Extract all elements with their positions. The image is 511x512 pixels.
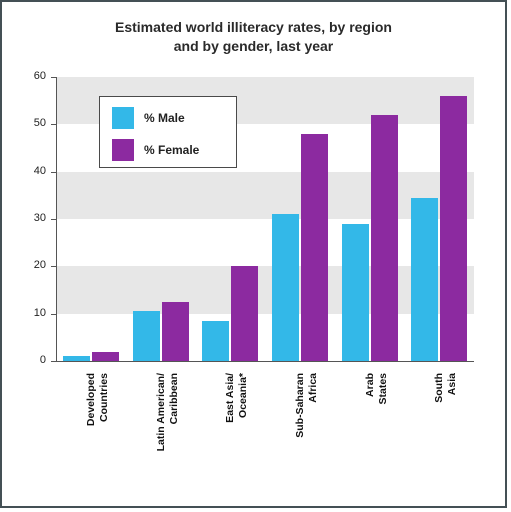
y-tick-label: 10 — [16, 307, 46, 319]
bar-female — [371, 115, 398, 361]
bar-female — [92, 352, 119, 361]
x-tick-label: Latin American/ Caribbean — [155, 373, 181, 493]
legend-item: % Female — [112, 139, 224, 161]
y-tick-label: 0 — [16, 354, 46, 366]
x-axis — [56, 361, 474, 362]
bar-female — [231, 266, 258, 361]
y-tick-label: 60 — [16, 70, 46, 82]
legend-label: % Female — [144, 143, 199, 157]
bar-male — [342, 224, 369, 361]
y-tick-label: 40 — [16, 165, 46, 177]
chart-frame: Estimated world illiteracy rates, by reg… — [0, 0, 507, 508]
y-tick — [51, 77, 56, 78]
legend: % Male % Female — [99, 96, 237, 168]
title-line-2: and by gender, last year — [174, 38, 334, 54]
x-tick-label: Developed Countries — [85, 373, 111, 493]
bar-male — [63, 356, 90, 361]
bar-female — [162, 302, 189, 361]
x-tick-label: Arab States — [364, 373, 390, 493]
y-tick-label: 50 — [16, 117, 46, 129]
y-tick-label: 30 — [16, 212, 46, 224]
y-tick — [51, 172, 56, 173]
legend-swatch — [112, 139, 134, 161]
x-tick-label: Sub-Saharan Africa — [294, 373, 320, 493]
y-tick — [51, 219, 56, 220]
title-line-1: Estimated world illiteracy rates, by reg… — [115, 19, 392, 35]
y-tick — [51, 361, 56, 362]
legend-item: % Male — [112, 107, 224, 129]
legend-label: % Male — [144, 111, 185, 125]
bar-male — [133, 311, 160, 361]
y-tick — [51, 266, 56, 267]
bar-male — [202, 321, 229, 361]
bar-female — [440, 96, 467, 361]
legend-swatch — [112, 107, 134, 129]
bar-male — [272, 214, 299, 361]
y-axis — [56, 77, 57, 361]
y-tick-label: 20 — [16, 259, 46, 271]
bar-female — [301, 134, 328, 361]
x-tick-label: East Asia/ Oceania* — [224, 373, 250, 493]
x-tick-label: South Asia — [433, 373, 459, 493]
y-tick — [51, 124, 56, 125]
bar-male — [411, 198, 438, 361]
chart-title: Estimated world illiteracy rates, by reg… — [2, 18, 505, 56]
y-tick — [51, 314, 56, 315]
